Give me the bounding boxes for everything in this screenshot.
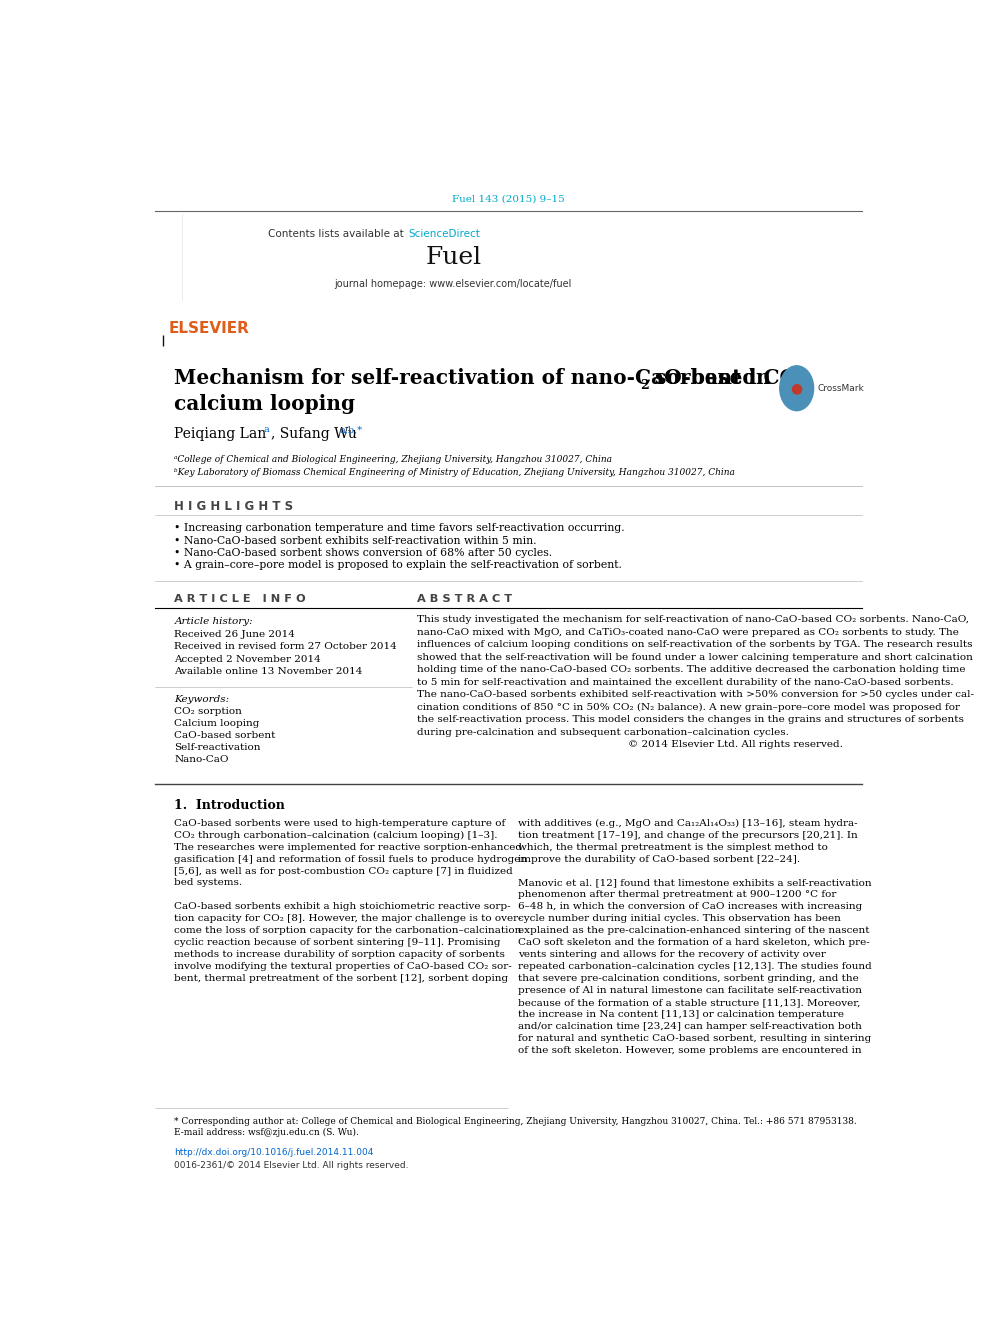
Text: ___________: ___________ [811, 286, 842, 291]
Text: , Sufang Wu: , Sufang Wu [271, 427, 357, 442]
Circle shape [780, 365, 813, 410]
Text: a,b,*: a,b,* [339, 425, 362, 434]
Text: Received 26 June 2014: Received 26 June 2014 [175, 630, 296, 639]
Text: a: a [264, 425, 269, 434]
Text: Accepted 2 November 2014: Accepted 2 November 2014 [175, 655, 321, 664]
Text: presence of Al in natural limestone can facilitate self-reactivation: presence of Al in natural limestone can … [518, 986, 862, 995]
Text: that severe pre-calcination conditions, sorbent grinding, and the: that severe pre-calcination conditions, … [518, 974, 858, 983]
Text: involve modifying the textural properties of CaO-based CO₂ sor-: involve modifying the textural propertie… [175, 962, 512, 971]
Text: ScienceDirect: ScienceDirect [409, 229, 480, 239]
Text: CO₂ sorption: CO₂ sorption [175, 706, 242, 716]
Text: Peiqiang Lan: Peiqiang Lan [175, 427, 267, 442]
Text: bed systems.: bed systems. [175, 878, 242, 888]
Text: Fuel 143 (2015) 9–15: Fuel 143 (2015) 9–15 [452, 194, 564, 204]
Text: the increase in Na content [11,13] or calcination temperature: the increase in Na content [11,13] or ca… [518, 1009, 844, 1019]
Text: CaO-based sorbent: CaO-based sorbent [175, 732, 276, 740]
Text: CaO soft skeleton and the formation of a hard skeleton, which pre-: CaO soft skeleton and the formation of a… [518, 938, 869, 947]
Text: Keywords:: Keywords: [175, 695, 229, 704]
Text: explained as the pre-calcination-enhanced sintering of the nascent: explained as the pre-calcination-enhance… [518, 926, 869, 935]
Text: improve the durability of CaO-based sorbent [22–24].: improve the durability of CaO-based sorb… [518, 855, 800, 864]
Text: Manovic et al. [12] found that limestone exhibits a self-reactivation: Manovic et al. [12] found that limestone… [518, 878, 871, 888]
Text: CaO-based sorbents exhibit a high stoichiometric reactive sorp-: CaO-based sorbents exhibit a high stoich… [175, 902, 511, 912]
Text: CaO-based sorbents were used to high-temperature capture of: CaO-based sorbents were used to high-tem… [175, 819, 506, 828]
Text: • Increasing carbonation temperature and time favors self-reactivation occurring: • Increasing carbonation temperature and… [175, 524, 625, 533]
Text: gasification [4] and reformation of fossil fuels to produce hydrogen: gasification [4] and reformation of foss… [175, 855, 528, 864]
Text: methods to increase durability of sorption capacity of sorbents: methods to increase durability of sorpti… [175, 950, 505, 959]
Text: for natural and synthetic CaO-based sorbent, resulting in sintering: for natural and synthetic CaO-based sorb… [518, 1033, 871, 1043]
Text: • Nano-CaO-based sorbent exhibits self-reactivation within 5 min.: • Nano-CaO-based sorbent exhibits self-r… [175, 536, 537, 545]
Text: cination conditions of 850 °C in 50% CO₂ (N₂ balance). A new grain–pore–core mod: cination conditions of 850 °C in 50% CO₂… [417, 703, 960, 712]
Text: 2: 2 [640, 378, 649, 392]
Text: which, the thermal pretreatment is the simplest method to: which, the thermal pretreatment is the s… [518, 843, 827, 852]
Text: FUEL: FUEL [804, 257, 850, 274]
Text: and/or calcination time [23,24] can hamper self-reactivation both: and/or calcination time [23,24] can hamp… [518, 1021, 862, 1031]
Text: • A grain–core–pore model is proposed to explain the self-reactivation of sorben: • A grain–core–pore model is proposed to… [175, 561, 622, 570]
Text: CrossMark: CrossMark [817, 384, 864, 393]
Text: Calcium looping: Calcium looping [175, 720, 260, 728]
Text: http://dx.doi.org/10.1016/j.fuel.2014.11.004: http://dx.doi.org/10.1016/j.fuel.2014.11… [175, 1147, 374, 1156]
Text: ᵇKey Laboratory of Biomass Chemical Engineering of Ministry of Education, Zhejia: ᵇKey Laboratory of Biomass Chemical Engi… [175, 467, 735, 476]
Text: phenomenon after thermal pretreatment at 900–1200 °C for: phenomenon after thermal pretreatment at… [518, 890, 836, 900]
Text: Contents lists available at: Contents lists available at [268, 229, 407, 239]
Text: ELSEVIER: ELSEVIER [169, 320, 250, 336]
Text: to 5 min for self-reactivation and maintained the excellent durability of the na: to 5 min for self-reactivation and maint… [417, 677, 953, 687]
Text: The researches were implemented for reactive sorption-enhanced: The researches were implemented for reac… [175, 843, 523, 852]
Text: nano-CaO mixed with MgO, and CaTiO₃-coated nano-CaO were prepared as CO₂ sorbent: nano-CaO mixed with MgO, and CaTiO₃-coat… [417, 628, 959, 636]
Text: © 2014 Elsevier Ltd. All rights reserved.: © 2014 Elsevier Ltd. All rights reserved… [628, 741, 843, 749]
Text: 1.  Introduction: 1. Introduction [175, 799, 286, 812]
Text: cycle number during initial cycles. This observation has been: cycle number during initial cycles. This… [518, 914, 840, 923]
Text: calcium looping: calcium looping [175, 394, 355, 414]
Text: Mechanism for self-reactivation of nano-CaO-based CO: Mechanism for self-reactivation of nano-… [175, 368, 798, 388]
Text: Available online 13 November 2014: Available online 13 November 2014 [175, 667, 363, 676]
Text: E-mail address: wsf@zju.edu.cn (S. Wu).: E-mail address: wsf@zju.edu.cn (S. Wu). [175, 1127, 359, 1136]
Text: A B S T R A C T: A B S T R A C T [417, 594, 512, 605]
Text: Self-reactivation: Self-reactivation [175, 744, 261, 751]
Text: Received in revised form 27 October 2014: Received in revised form 27 October 2014 [175, 643, 397, 651]
Text: vents sintering and allows for the recovery of activity over: vents sintering and allows for the recov… [518, 950, 825, 959]
Text: come the loss of sorption capacity for the carbonation–calcination: come the loss of sorption capacity for t… [175, 926, 522, 935]
Text: 0016-2361/© 2014 Elsevier Ltd. All rights reserved.: 0016-2361/© 2014 Elsevier Ltd. All right… [175, 1160, 409, 1170]
Text: H I G H L I G H T S: H I G H L I G H T S [175, 500, 294, 512]
Text: Article history:: Article history: [175, 617, 253, 626]
Text: sorbent in: sorbent in [648, 368, 771, 388]
Text: Nano-CaO: Nano-CaO [175, 755, 229, 763]
Text: of the soft skeleton. However, some problems are encountered in: of the soft skeleton. However, some prob… [518, 1045, 861, 1054]
Text: with additives (e.g., MgO and Ca₁₂Al₁₄O₃₃) [13–16], steam hydra-: with additives (e.g., MgO and Ca₁₂Al₁₄O₃… [518, 819, 857, 828]
Text: A R T I C L E   I N F O: A R T I C L E I N F O [175, 594, 307, 605]
Text: This study investigated the mechanism for self-reactivation of nano-CaO-based CO: This study investigated the mechanism fo… [417, 615, 969, 624]
Text: 6–48 h, in which the conversion of CaO increases with increasing: 6–48 h, in which the conversion of CaO i… [518, 902, 862, 912]
Text: Fuel: Fuel [426, 246, 481, 269]
Text: ᵃCollege of Chemical and Biological Engineering, Zhejiang University, Hangzhou 3: ᵃCollege of Chemical and Biological Engi… [175, 455, 612, 463]
Text: tion capacity for CO₂ [8]. However, the major challenge is to over-: tion capacity for CO₂ [8]. However, the … [175, 914, 522, 923]
Text: [5,6], as well as for post-combustion CO₂ capture [7] in fluidized: [5,6], as well as for post-combustion CO… [175, 867, 513, 876]
Text: showed that the self-reactivation will be found under a lower calcining temperat: showed that the self-reactivation will b… [417, 654, 973, 662]
Text: CO₂ through carbonation–calcination (calcium looping) [1–3].: CO₂ through carbonation–calcination (cal… [175, 831, 498, 840]
Text: because of the formation of a stable structure [11,13]. Moreover,: because of the formation of a stable str… [518, 998, 860, 1007]
Text: bent, thermal pretreatment of the sorbent [12], sorbent doping: bent, thermal pretreatment of the sorben… [175, 974, 509, 983]
Text: cyclic reaction because of sorbent sintering [9–11]. Promising: cyclic reaction because of sorbent sinte… [175, 938, 501, 947]
Text: The nano-CaO-based sorbents exhibited self-reactivation with >50% conversion for: The nano-CaO-based sorbents exhibited se… [417, 691, 974, 700]
Text: • Nano-CaO-based sorbent shows conversion of 68% after 50 cycles.: • Nano-CaO-based sorbent shows conversio… [175, 548, 553, 558]
Text: * Corresponding author at: College of Chemical and Biological Engineering, Zheji: * Corresponding author at: College of Ch… [175, 1117, 857, 1126]
Text: journal homepage: www.elsevier.com/locate/fuel: journal homepage: www.elsevier.com/locat… [334, 279, 572, 290]
Text: repeated carbonation–calcination cycles [12,13]. The studies found: repeated carbonation–calcination cycles … [518, 962, 871, 971]
Text: the self-reactivation process. This model considers the changes in the grains an: the self-reactivation process. This mode… [417, 716, 964, 724]
Text: during pre-calcination and subsequent carbonation–calcination cycles.: during pre-calcination and subsequent ca… [417, 728, 789, 737]
Text: ●: ● [791, 381, 803, 396]
Text: holding time of the nano-CaO-based CO₂ sorbents. The additive decreased the carb: holding time of the nano-CaO-based CO₂ s… [417, 665, 965, 675]
Text: influences of calcium looping conditions on self-reactivation of the sorbents by: influences of calcium looping conditions… [417, 640, 972, 650]
Text: tion treatment [17–19], and change of the precursors [20,21]. In: tion treatment [17–19], and change of th… [518, 831, 857, 840]
